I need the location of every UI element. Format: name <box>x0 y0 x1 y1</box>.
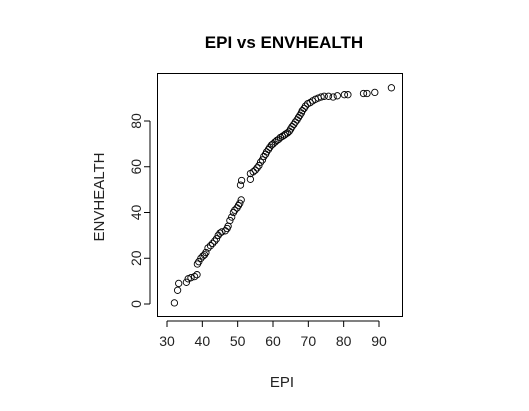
data-point <box>204 244 212 252</box>
data-point <box>202 248 210 257</box>
y-tick-label: 20 <box>128 250 144 266</box>
y-axis: 0 20 40 60 80 <box>128 113 151 308</box>
data-point <box>249 168 257 176</box>
y-tick-label: 80 <box>128 113 144 129</box>
data-point <box>228 213 236 221</box>
data-point <box>317 93 325 101</box>
y-axis-label: ENVHEALTH <box>91 153 108 242</box>
chart-title: EPI vs ENVHEALTH <box>205 33 363 52</box>
data-point <box>190 272 199 281</box>
data-point <box>175 279 183 288</box>
data-point <box>256 158 265 166</box>
data-point <box>211 237 219 245</box>
y-tick-label: 60 <box>128 159 144 175</box>
data-point <box>344 91 352 99</box>
data-point <box>387 84 396 92</box>
data-point <box>193 271 201 279</box>
data-point <box>182 278 191 286</box>
data-point <box>218 228 226 236</box>
y-tick-label: 0 <box>128 300 144 308</box>
data-point <box>226 216 234 225</box>
x-tick-label: 90 <box>371 333 387 349</box>
data-point <box>206 242 215 250</box>
x-tick-label: 50 <box>230 333 246 349</box>
x-tick-label: 40 <box>195 333 211 349</box>
data-point <box>236 181 245 189</box>
data-point <box>301 102 310 110</box>
x-axis: 30 40 50 60 70 80 90 <box>159 320 387 349</box>
data-point <box>340 91 349 99</box>
data-point <box>294 113 303 122</box>
data-point <box>237 176 246 185</box>
data-point <box>187 274 195 282</box>
data-point <box>236 199 244 207</box>
x-tick-label: 30 <box>159 333 175 349</box>
x-tick-label: 70 <box>301 333 317 349</box>
data-point <box>237 196 245 204</box>
x-axis-label: EPI <box>270 374 294 391</box>
x-tick-label: 80 <box>336 333 352 349</box>
data-point <box>276 133 285 142</box>
data-point <box>359 89 368 98</box>
data-point <box>173 286 182 294</box>
plot-area-frame <box>157 73 403 317</box>
data-point <box>253 164 261 172</box>
data-point <box>324 92 333 100</box>
data-point <box>208 239 217 248</box>
data-point <box>212 235 221 243</box>
data-point <box>320 92 328 100</box>
data-point <box>246 175 255 183</box>
data-point <box>251 166 259 174</box>
data-point <box>306 99 314 107</box>
data-point <box>170 299 179 307</box>
data-point <box>329 93 337 101</box>
data-point <box>363 89 371 98</box>
x-tick-label: 60 <box>265 333 281 349</box>
data-point <box>255 161 263 170</box>
data-point <box>258 156 267 164</box>
y-tick-label: 40 <box>128 205 144 221</box>
data-point <box>231 206 239 214</box>
data-point <box>333 92 341 100</box>
data-point <box>371 88 379 97</box>
data-points <box>170 84 396 307</box>
